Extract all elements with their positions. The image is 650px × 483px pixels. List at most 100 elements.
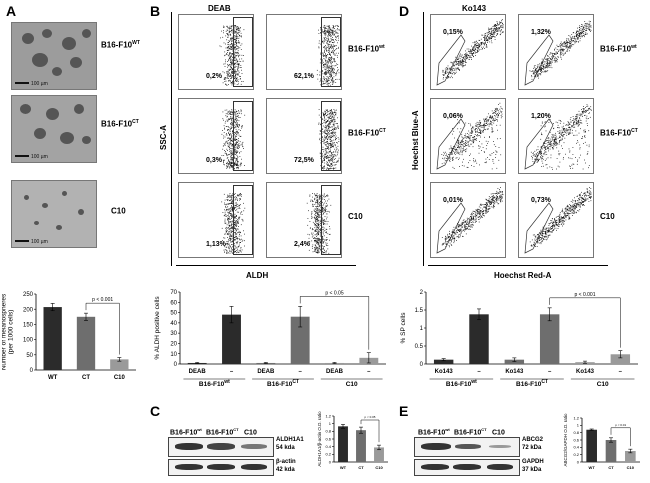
event-dot bbox=[334, 45, 336, 47]
aldh-gate bbox=[233, 101, 253, 171]
event-dot bbox=[582, 29, 584, 31]
event-dot bbox=[467, 136, 469, 137]
event-dot bbox=[575, 38, 577, 40]
event-dot bbox=[583, 31, 585, 33]
event-dot bbox=[236, 243, 238, 245]
event-dot bbox=[325, 55, 327, 57]
event-dot bbox=[500, 154, 502, 156]
event-dot bbox=[441, 163, 443, 165]
event-dot bbox=[489, 115, 491, 116]
event-dot bbox=[323, 113, 325, 115]
event-dot bbox=[334, 111, 335, 113]
event-dot bbox=[568, 126, 570, 128]
event-dot bbox=[474, 45, 476, 46]
event-dot bbox=[312, 247, 313, 249]
event-dot bbox=[230, 37, 232, 39]
event-dot bbox=[491, 117, 492, 119]
event-dot bbox=[485, 35, 487, 37]
event-dot bbox=[240, 144, 242, 146]
event-dot bbox=[229, 140, 231, 142]
event-dot bbox=[571, 125, 572, 127]
event-dot bbox=[326, 126, 328, 127]
event-dot bbox=[231, 25, 233, 27]
event-dot bbox=[323, 159, 325, 161]
event-dot bbox=[230, 151, 232, 153]
event-dot bbox=[325, 118, 327, 120]
event-dot bbox=[235, 60, 237, 62]
event-dot bbox=[329, 145, 331, 146]
event-dot bbox=[317, 206, 319, 208]
event-dot bbox=[231, 46, 233, 48]
event-dot bbox=[488, 36, 490, 38]
event-dot bbox=[234, 157, 235, 159]
event-dot bbox=[501, 22, 503, 24]
event-dot bbox=[568, 47, 569, 49]
event-dot bbox=[330, 152, 332, 153]
event-dot bbox=[318, 33, 320, 34]
event-dot bbox=[231, 155, 233, 157]
event-dot bbox=[326, 231, 327, 233]
event-dot bbox=[235, 164, 237, 165]
event-dot bbox=[228, 137, 230, 139]
event-dot bbox=[326, 55, 328, 57]
event-dot bbox=[458, 65, 459, 66]
event-dot bbox=[312, 229, 314, 230]
event-dot bbox=[331, 59, 332, 61]
event-dot bbox=[461, 134, 463, 136]
event-dot bbox=[231, 38, 233, 39]
event-dot bbox=[233, 196, 235, 198]
event-dot bbox=[228, 218, 229, 219]
event-dot bbox=[227, 146, 229, 148]
event-dot bbox=[485, 158, 487, 160]
event-dot bbox=[230, 158, 232, 160]
event-dot bbox=[322, 208, 323, 209]
event-dot bbox=[586, 26, 588, 27]
flow-plot: 1,32% bbox=[518, 14, 594, 90]
event-dot bbox=[536, 71, 538, 73]
event-dot bbox=[329, 65, 330, 67]
event-dot bbox=[229, 225, 231, 226]
event-dot bbox=[582, 112, 583, 113]
event-dot bbox=[570, 43, 571, 45]
event-dot bbox=[323, 46, 325, 48]
event-dot bbox=[230, 82, 232, 83]
event-dot bbox=[228, 220, 229, 222]
event-dot bbox=[232, 209, 233, 211]
event-dot bbox=[325, 111, 326, 113]
event-dot bbox=[326, 213, 328, 215]
event-dot bbox=[536, 153, 537, 155]
event-dot bbox=[231, 244, 232, 245]
event-dot bbox=[231, 112, 233, 113]
event-dot bbox=[229, 41, 230, 42]
event-dot bbox=[322, 243, 324, 244]
event-dot bbox=[322, 155, 324, 157]
event-dot bbox=[322, 252, 324, 254]
event-dot bbox=[486, 119, 488, 121]
event-dot bbox=[552, 57, 553, 59]
event-dot bbox=[239, 125, 240, 127]
event-dot bbox=[233, 216, 235, 218]
event-dot bbox=[234, 57, 235, 59]
event-dot bbox=[575, 123, 577, 124]
event-dot bbox=[329, 130, 331, 131]
event-dot bbox=[491, 32, 493, 33]
event-dot bbox=[460, 143, 462, 145]
event-dot bbox=[451, 154, 453, 155]
event-dot bbox=[484, 151, 485, 153]
event-dot bbox=[476, 43, 478, 44]
event-dot bbox=[230, 241, 231, 243]
event-dot bbox=[235, 143, 237, 145]
event-dot bbox=[235, 77, 237, 79]
event-dot bbox=[323, 33, 325, 34]
event-dot bbox=[327, 165, 329, 166]
event-dot bbox=[319, 219, 321, 221]
event-dot bbox=[329, 74, 330, 76]
event-dot bbox=[227, 120, 229, 122]
event-dot bbox=[223, 125, 225, 127]
event-dot bbox=[318, 214, 320, 216]
event-dot bbox=[229, 218, 231, 220]
event-dot bbox=[323, 229, 324, 231]
event-dot bbox=[325, 60, 326, 61]
event-dot bbox=[236, 123, 238, 125]
event-dot bbox=[317, 227, 319, 229]
